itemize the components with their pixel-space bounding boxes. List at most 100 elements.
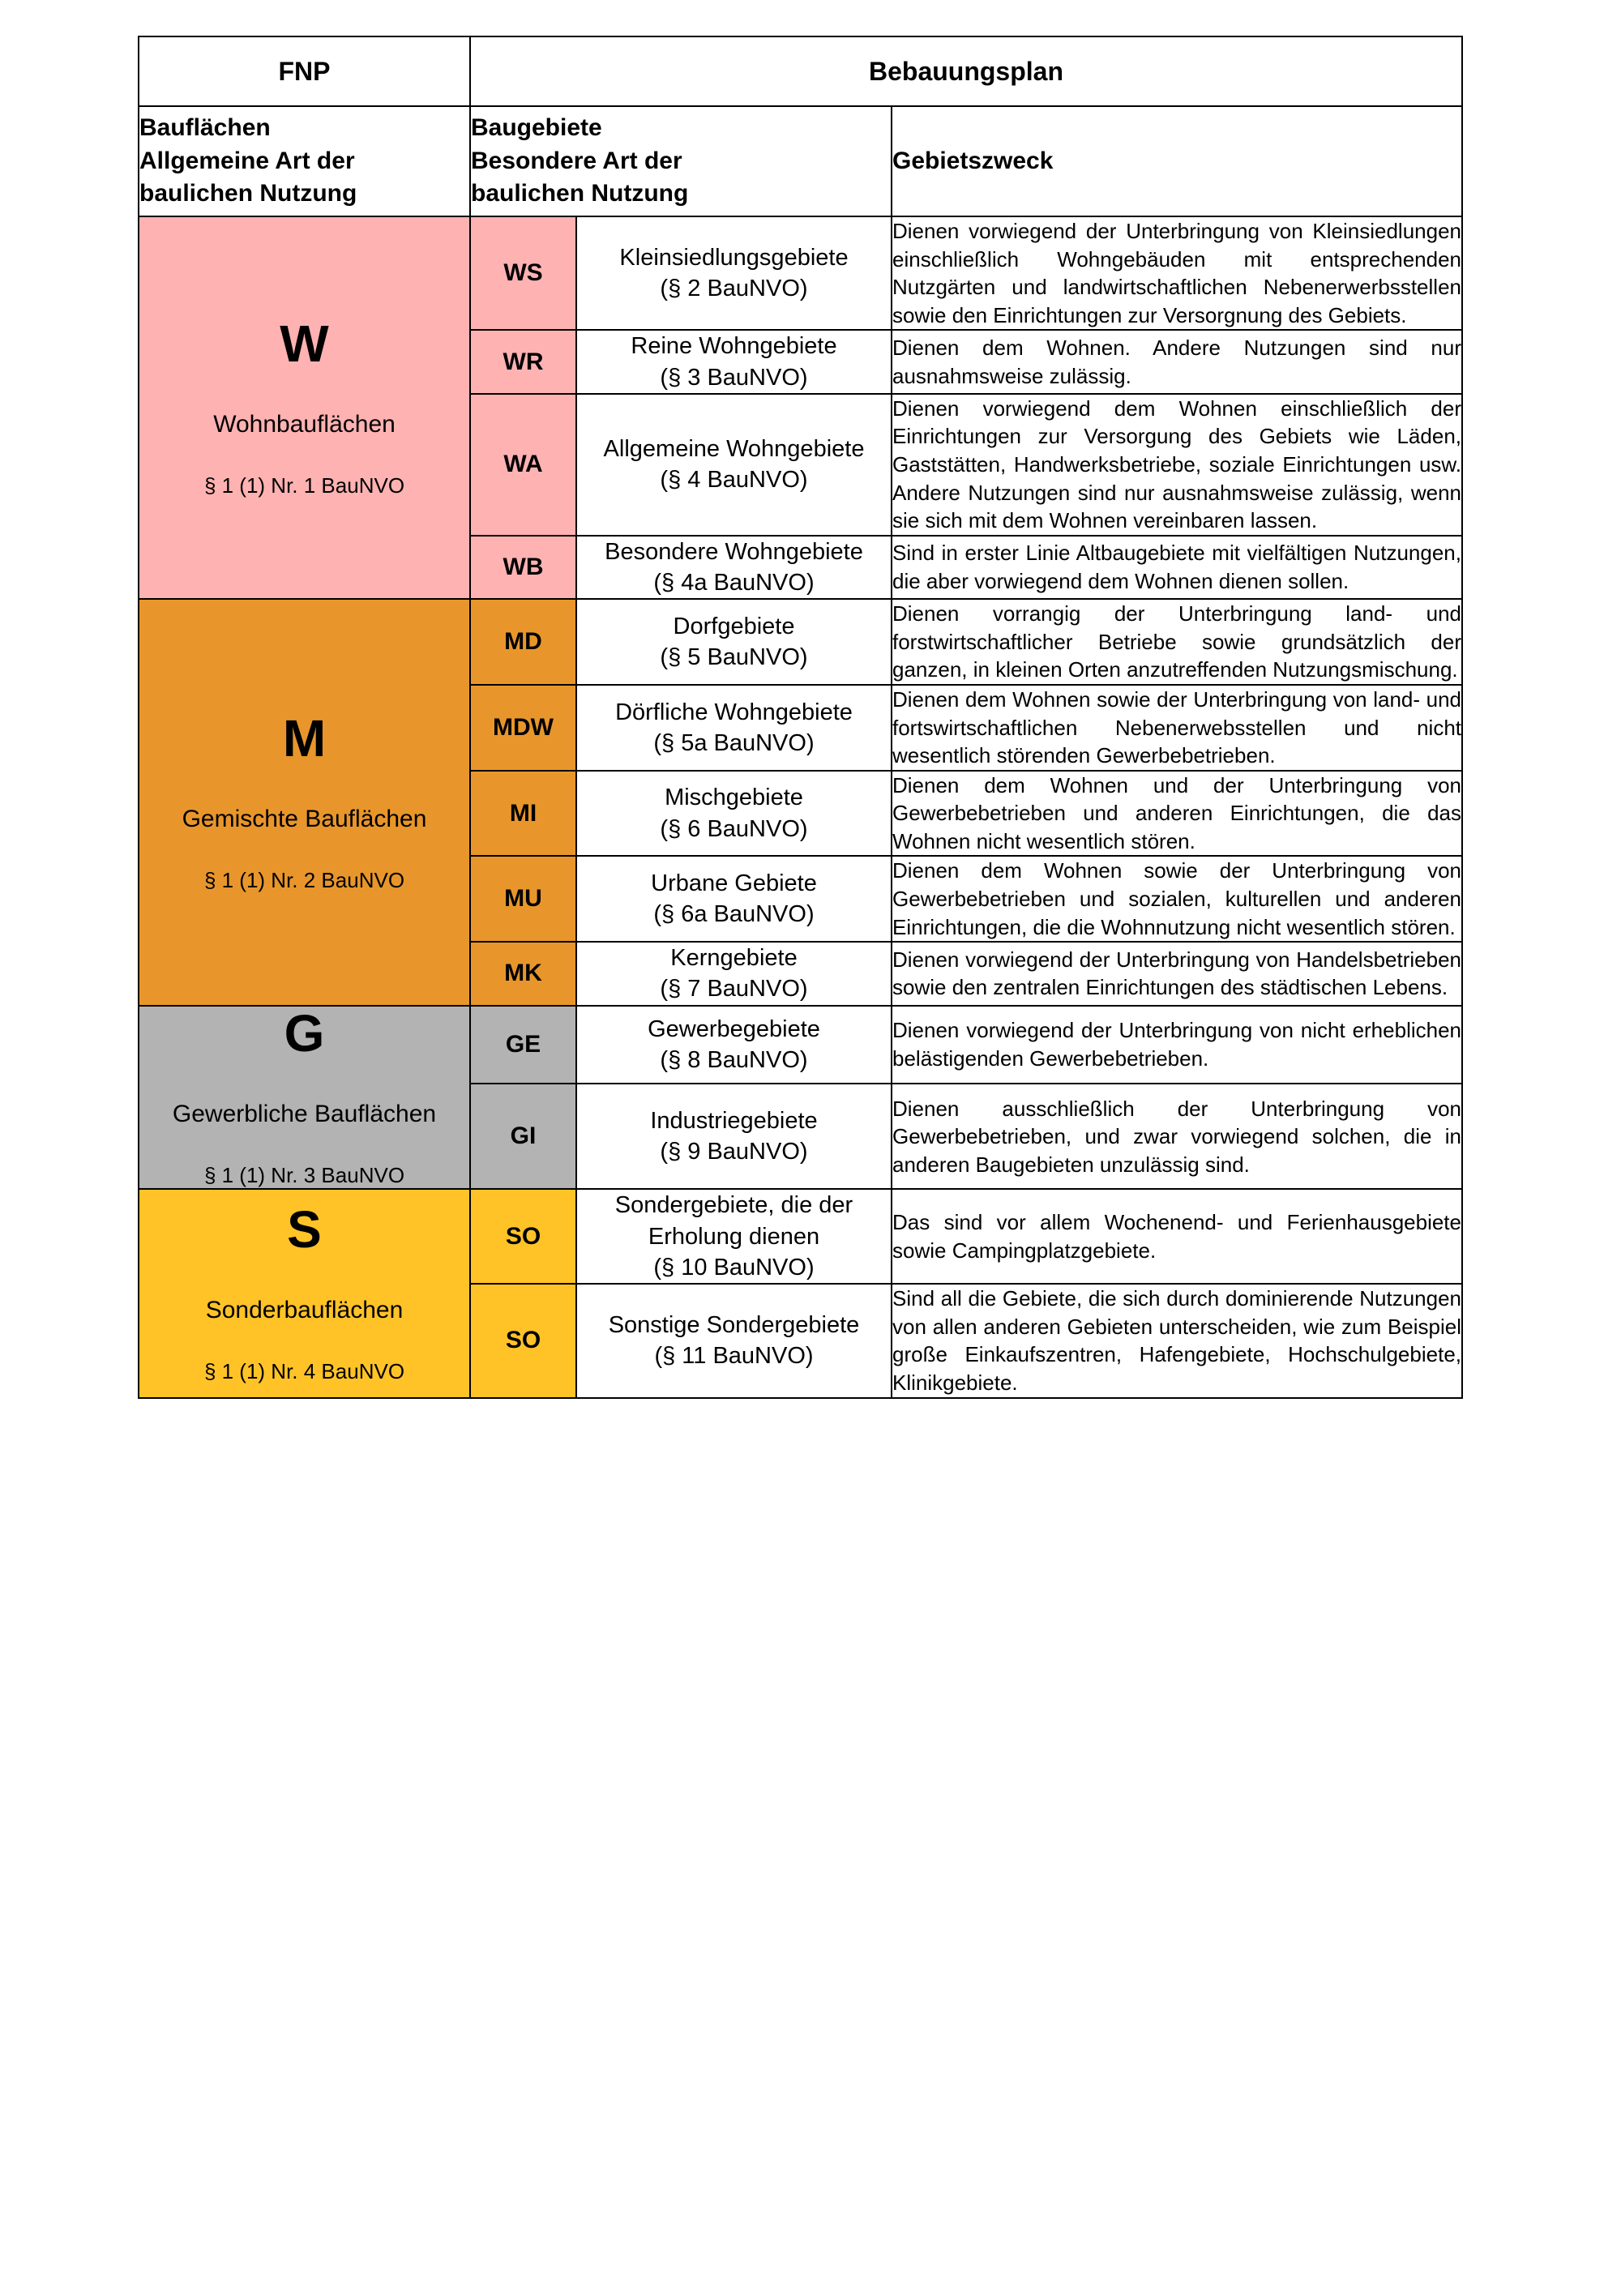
baugebiet-name-line2: (§ 11 BauNVO): [654, 1343, 814, 1370]
gebietszweck-text: Dienen ausschließlich der Unterbringung …: [891, 1083, 1463, 1191]
table-row: M Gemischte Bauflächen § 1 (1) Nr. 2 BauNV…: [138, 598, 1463, 1007]
baugebiet-name: Kerngebiete (§ 7 BauNVO): [575, 941, 892, 1007]
table-row: MK Kerngebiete (§ 7 BauNVO) Dienen vorwiege…: [139, 941, 1463, 1007]
baugebiet-name-line2: (§ 8 BauNVO): [660, 1047, 808, 1074]
baugebiet-name: Allgemeine Wohngebiete (§ 4 BauNVO): [575, 392, 892, 537]
baugebiet-name: Urbane Gebiete (§ 6a BauNVO): [575, 855, 892, 943]
baugebiet-name: Mischgebiete (§ 6 BauNVO): [575, 769, 892, 857]
table-row: MDW Dörfliche Wohngebiete (§ 5a BauNVO) Die…: [139, 684, 1463, 772]
header-bauflaechen-line2: Allgemeine Art der: [139, 147, 355, 174]
baugebiet-name-line2: (§ 4 BauNVO): [660, 467, 808, 494]
baugebiet-name: Reine Wohngebiete (§ 3 BauNVO): [575, 329, 892, 395]
table-row: WB Besondere Wohngebiete (§ 4a BauNVO) Sind…: [139, 534, 1463, 601]
baugebiet-name-line2: (§ 4a BauNVO): [653, 570, 815, 596]
baugebiet-name-line2: Erholung dienen: [648, 1223, 820, 1250]
baugebiet-name: Industriegebiete (§ 9 BauNVO): [575, 1083, 892, 1191]
fnp-letter: M: [282, 708, 327, 767]
baugebiet-name-line1: Allgemeine Wohngebiete: [603, 436, 865, 463]
header-bauflaechen-line3: baulichen Nutzung: [139, 180, 357, 207]
baugebiet-name: Besondere Wohngebiete (§ 4a BauNVO): [575, 534, 892, 601]
fnp-name: Wohnbauflächen: [213, 410, 396, 438]
baugebiet-name-line1: Industriegebiete: [650, 1108, 818, 1135]
baugebiet-name-line2: (§ 9 BauNVO): [660, 1139, 808, 1165]
header-baugebiete: Baugebiete Besondere Art der baulichen Nut…: [469, 105, 892, 217]
gebietszweck-text: Dienen dem Wohnen sowie der Unterbringun…: [891, 855, 1463, 943]
baugebiet-name-line1: Gewerbegebiete: [648, 1015, 820, 1042]
baugebiet-name-line2: (§ 7 BauNVO): [660, 976, 808, 1003]
table-row: WA Allgemeine Wohngebiete (§ 4 BauNVO) Dien…: [139, 392, 1463, 537]
fnp-letter: S: [287, 1199, 322, 1259]
fnp-name: Gewerbliche Bauflächen: [172, 1100, 437, 1127]
fnp-letter: G: [284, 1003, 325, 1062]
baugebiet-abbr: GI: [469, 1083, 577, 1191]
header-baugebiete-line2: Besondere Art der: [471, 147, 682, 174]
baugebiet-abbr: MI: [469, 769, 577, 857]
baugebiet-abbr: WB: [469, 534, 577, 601]
table-row: WR Reine Wohngebiete (§ 3 BauNVO) Dienen de…: [139, 329, 1463, 395]
gebietszweck-text: Dienen dem Wohnen. Andere Nutzungen sind…: [891, 329, 1463, 395]
baugebiet-name-line2: (§ 2 BauNVO): [660, 276, 808, 302]
header-baugebiete-line3: baulichen Nutzung: [471, 180, 689, 207]
baugebiet-abbr: SO: [469, 1283, 577, 1399]
baugebiet-name-line1: Dorfgebiete: [673, 613, 795, 639]
baugebiet-name-line1: Sondergebiete, die der: [614, 1192, 853, 1219]
baugebiet-name: Dorfgebiete (§ 5 BauNVO): [575, 598, 892, 686]
gebietszweck-text: Dienen vorrangig der Unterbringung land-…: [891, 598, 1463, 686]
baugebiet-abbr: GE: [469, 1004, 577, 1085]
gebietszweck-text: Dienen vorwiegend dem Wohnen einschließl…: [891, 392, 1463, 537]
baugebiet-name: Sonstige Sondergebiete (§ 11 BauNVO): [575, 1283, 892, 1399]
baugebiet-name-line1: Kerngebiete: [670, 945, 798, 972]
table-row: W Wohnbauflächen § 1 (1) Nr. 1 BauNVO WS Kle…: [138, 215, 1463, 601]
baugebiet-abbr: MU: [469, 855, 577, 943]
baugebiet-abbr: WA: [469, 392, 577, 537]
table-row: SO Sonstige Sondergebiete (§ 11 BauNVO) Sin…: [139, 1283, 1463, 1399]
gebietszweck-text: Dienen vorwiegend der Unterbringung von …: [891, 215, 1463, 331]
baugebiet-name-line1: Dörfliche Wohngebiete: [615, 699, 853, 725]
header-row-top: FNP Bebauungsplan: [138, 36, 1463, 107]
baugebiet-abbr: WR: [469, 329, 577, 395]
header-bauflaechen-line1: Bauflächen: [139, 114, 271, 142]
fnp-name: Sonderbauflächen: [205, 1296, 404, 1323]
fnp-paragraph: § 1 (1) Nr. 1 BauNVO: [203, 472, 405, 498]
gebietszweck-text: Sind in erster Linie Altbaugebiete mit v…: [891, 534, 1463, 601]
baugebiet-name-line3: (§ 10 BauNVO): [653, 1254, 815, 1281]
baugebiet-abbr: MK: [469, 941, 577, 1007]
table-row: S Sonderbauflächen § 1 (1) Nr. 4 BauNVO SO S…: [138, 1188, 1463, 1399]
header-row-sub: Bauflächen Allgemeine Art der baulichen Nu…: [138, 105, 1463, 217]
fnp-paragraph: § 1 (1) Nr. 2 BauNVO: [203, 867, 405, 892]
baugebiet-name: Kleinsiedlungsgebiete (§ 2 BauNVO): [575, 215, 892, 331]
gebietszweck-text: Dienen dem Wohnen sowie der Unterbringun…: [891, 684, 1463, 772]
table-row: G Gewerbliche Bauflächen § 1 (1) Nr. 3 Bau…: [138, 1004, 1463, 1191]
fnp-category-g: G Gewerbliche Bauflächen § 1 (1) Nr. 3 Bau…: [138, 1003, 471, 1191]
baugebiet-name-line2: (§ 3 BauNVO): [660, 364, 808, 391]
gebietszweck-text: Dienen vorwiegend der Unterbringung von …: [891, 1004, 1463, 1085]
table-row: MU Urbane Gebiete (§ 6a BauNVO) Dienen dem …: [139, 855, 1463, 943]
fnp-category-w: W Wohnbauflächen § 1 (1) Nr. 1 BauNVO: [138, 215, 471, 601]
gebietszweck-text: Dienen vorwiegend der Unterbringung von …: [891, 941, 1463, 1007]
table-row: MI Mischgebiete (§ 6 BauNVO) Dienen dem Woh…: [139, 769, 1463, 857]
header-baugebiete-line1: Baugebiete: [471, 114, 602, 142]
baugebiete-table: FNP Bebauungsplan Bauflächen Allgemeine Art…: [138, 36, 1463, 1399]
baugebiet-name-line2: (§ 6 BauNVO): [660, 815, 808, 842]
baugebiet-name: Sondergebiete, die der Erholung dienen (§ …: [575, 1188, 892, 1285]
baugebiet-name-line1: Besondere Wohngebiete: [605, 538, 863, 565]
fnp-category-s: S Sonderbauflächen § 1 (1) Nr. 4 BauNVO: [138, 1188, 471, 1399]
gebietszweck-text: Dienen dem Wohnen und der Unterbringung …: [891, 769, 1463, 857]
table-row: GI Industriegebiete (§ 9 BauNVO) Dienen aus…: [139, 1083, 1463, 1191]
fnp-category-m: M Gemischte Bauflächen § 1 (1) Nr. 2 BauNV…: [138, 598, 471, 1007]
baugebiet-name-line1: Reine Wohngebiete: [631, 333, 837, 360]
baugebiet-name-line2: (§ 5 BauNVO): [660, 644, 808, 671]
baugebiet-abbr: MD: [469, 598, 577, 686]
header-bebauungsplan: Bebauungsplan: [469, 36, 1463, 107]
baugebiet-abbr: SO: [469, 1188, 577, 1285]
fnp-letter: W: [280, 314, 329, 373]
baugebiet-abbr: MDW: [469, 684, 577, 772]
gebietszweck-text: Das sind vor allem Wochenend- und Ferien…: [891, 1188, 1463, 1285]
header-fnp: FNP: [138, 36, 471, 107]
baugebiet-name-line1: Urbane Gebiete: [651, 870, 817, 897]
fnp-paragraph: § 1 (1) Nr. 3 BauNVO: [203, 1162, 405, 1187]
gebietszweck-text: Sind all die Gebiete, die sich durch dom…: [891, 1283, 1463, 1399]
baugebiet-name: Dörfliche Wohngebiete (§ 5a BauNVO): [575, 684, 892, 772]
baugebiet-name-line1: Sonstige Sondergebiete: [608, 1312, 860, 1339]
fnp-name: Gemischte Bauflächen: [182, 805, 427, 832]
